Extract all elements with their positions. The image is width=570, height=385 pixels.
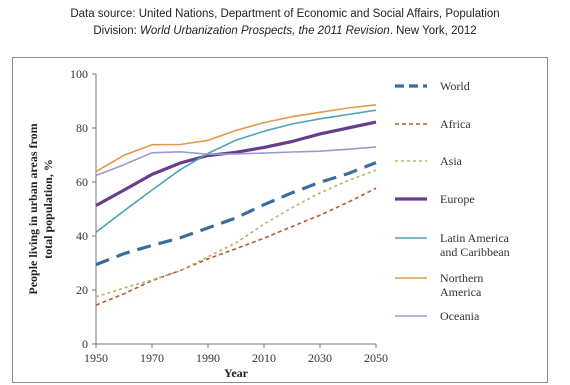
legend-label: and Caribbean — [440, 245, 510, 259]
chart-series-lines — [95, 104, 377, 306]
legend-item-world: World — [395, 79, 470, 93]
legend-item-africa: Africa — [395, 117, 471, 131]
x-tick-label: 2050 — [364, 351, 388, 365]
chart-axes: 0 20 40 60 80 100 1950 1970 1990 2010 2030 2050 Year… — [26, 67, 388, 380]
series-line-northern-america — [95, 104, 377, 173]
series-line-oceania — [95, 146, 377, 177]
series-line-africa — [95, 187, 377, 306]
x-tick-label: 2030 — [308, 351, 332, 365]
source-line-2-suffix: . New York, 2012 — [389, 25, 477, 37]
legend-label: Europe — [440, 192, 475, 206]
series-line-asia — [95, 169, 377, 298]
x-tick-label: 2010 — [252, 351, 276, 365]
legend-label: America — [440, 285, 482, 299]
x-tick-label: 1950 — [84, 351, 108, 365]
legend-label: World — [440, 79, 470, 93]
y-tick-label: 20 — [76, 283, 88, 297]
source-line-1: Data source: United Nations, Department … — [70, 8, 500, 20]
legend-label: Africa — [440, 117, 471, 131]
series-line-latin-america-and-caribbean — [95, 109, 377, 233]
y-tick-label: 0 — [82, 337, 88, 351]
x-tick-label: 1990 — [196, 351, 220, 365]
source-line-2-prefix: Division: — [93, 25, 140, 37]
data-source-caption: Data source: United Nations, Department … — [0, 6, 570, 40]
y-tick-label: 80 — [76, 121, 88, 135]
y-tick-label: 100 — [70, 67, 88, 81]
y-tick-label: 60 — [76, 175, 88, 189]
y-axis-title-line: total population, % — [41, 159, 55, 259]
y-axis-title: People living in urban areas from total p… — [26, 123, 55, 294]
series-line-europe — [95, 120, 377, 207]
legend-label: Asia — [440, 154, 463, 168]
y-axis-title-line: People living in urban areas from — [26, 123, 40, 294]
legend-item-europe: Europe — [395, 192, 475, 206]
x-tick-label: 1970 — [140, 351, 164, 365]
series-line-world — [95, 161, 377, 267]
source-line-2: Division: World Urbanization Prospects, … — [0, 23, 570, 40]
chart-frame — [12, 57, 548, 383]
legend-item-asia: Asia — [395, 154, 463, 168]
source-publication-title: World Urbanization Prospects, the 2011 R… — [139, 25, 390, 37]
x-axis-title: Year — [224, 366, 249, 380]
legend-label: Oceania — [440, 309, 480, 323]
legend-label: Northern — [440, 271, 483, 285]
y-tick-label: 40 — [76, 229, 88, 243]
legend-label: Latin America — [440, 231, 510, 245]
legend-item-oceania: Oceania — [395, 309, 480, 323]
